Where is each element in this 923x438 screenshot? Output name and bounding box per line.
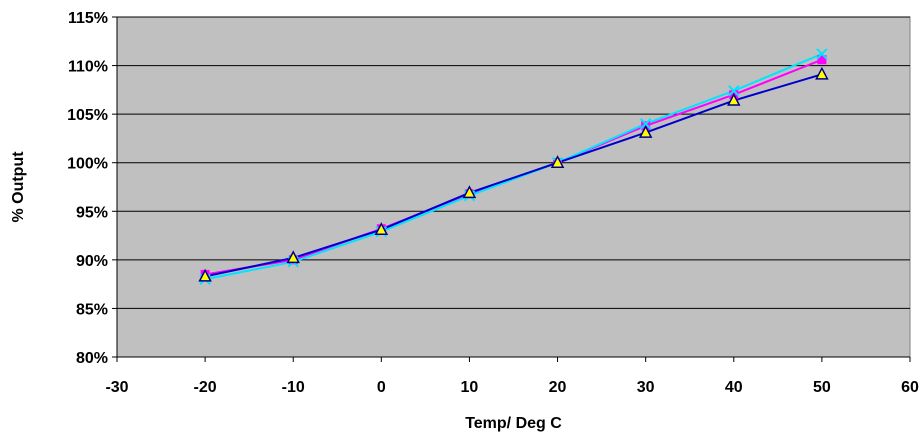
axes bbox=[112, 16, 911, 362]
data-point bbox=[728, 85, 740, 97]
series-line-2 bbox=[204, 52, 823, 281]
x-tick-labels: -30 -20 -10 0 10 20 30 40 50 60 bbox=[105, 379, 919, 396]
y-tick-label: 95% bbox=[76, 204, 108, 221]
x-tick-label: 30 bbox=[637, 379, 655, 396]
data-point bbox=[374, 222, 389, 235]
y-tick-label: 110% bbox=[68, 59, 108, 76]
x-tick-label: 50 bbox=[813, 379, 831, 396]
x-tick-label: 60 bbox=[901, 379, 919, 396]
data-point bbox=[817, 55, 827, 65]
x-tick-label: 10 bbox=[461, 379, 479, 396]
data-point bbox=[727, 92, 741, 106]
y-tick-label: 85% bbox=[76, 301, 108, 318]
plot-area bbox=[116, 16, 911, 358]
x-tick-label: -30 bbox=[105, 379, 128, 396]
data-point bbox=[550, 155, 565, 168]
y-tick-labels: 80% 85% 90% 95% 100% 105% 110% 115% bbox=[67, 10, 108, 367]
data-point-stroke bbox=[816, 48, 828, 60]
x-tick-label: 20 bbox=[549, 379, 567, 396]
x-tick-label: 40 bbox=[725, 379, 743, 396]
data-point bbox=[286, 250, 300, 264]
data-point bbox=[816, 48, 828, 60]
y-tick-label: 105% bbox=[67, 107, 108, 124]
y-tick-label: 80% bbox=[76, 350, 108, 367]
data-point bbox=[639, 118, 652, 130]
y-tick-label: 115% bbox=[68, 10, 108, 27]
series-markers bbox=[198, 48, 829, 285]
series-lines bbox=[204, 52, 823, 281]
series-line-3 bbox=[204, 73, 823, 278]
y-tick-label: 100% bbox=[67, 156, 108, 173]
x-tick-label: 0 bbox=[377, 379, 386, 396]
data-point bbox=[198, 268, 212, 282]
y-tick-label: 90% bbox=[76, 253, 108, 270]
x-tick-label: -20 bbox=[194, 379, 217, 396]
data-point bbox=[462, 185, 477, 199]
y-axis-title: % Output bbox=[10, 151, 27, 223]
data-point bbox=[815, 66, 829, 80]
x-tick-label: -10 bbox=[282, 379, 305, 396]
data-point-stroke bbox=[728, 85, 740, 97]
data-point bbox=[638, 124, 653, 138]
gridlines bbox=[117, 16, 910, 309]
x-axis-title: Temp/ Deg C bbox=[465, 415, 562, 432]
data-point-stroke bbox=[639, 118, 652, 130]
